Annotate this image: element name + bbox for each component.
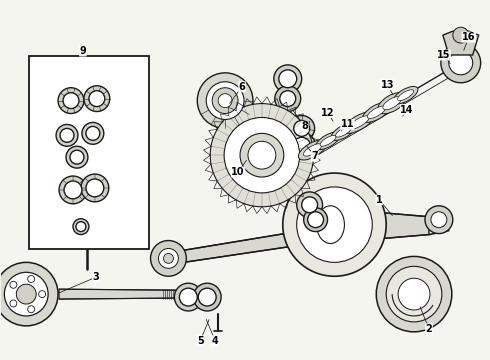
Circle shape	[210, 104, 314, 207]
Circle shape	[4, 272, 48, 316]
Ellipse shape	[349, 116, 369, 129]
Circle shape	[39, 291, 46, 298]
Ellipse shape	[383, 97, 401, 109]
Text: 9: 9	[79, 46, 86, 56]
Circle shape	[304, 208, 327, 231]
Text: 15: 15	[437, 50, 451, 60]
Circle shape	[198, 288, 216, 306]
Circle shape	[294, 121, 310, 136]
Circle shape	[386, 266, 442, 322]
Circle shape	[174, 283, 202, 311]
Ellipse shape	[336, 126, 351, 137]
Text: 2: 2	[426, 324, 432, 334]
Polygon shape	[171, 233, 291, 264]
Circle shape	[449, 51, 473, 75]
Ellipse shape	[317, 206, 344, 243]
Circle shape	[58, 88, 84, 113]
Circle shape	[279, 70, 297, 88]
Circle shape	[27, 275, 35, 283]
Circle shape	[297, 192, 322, 218]
Circle shape	[0, 262, 58, 326]
Text: 1: 1	[376, 195, 383, 205]
Circle shape	[240, 133, 284, 177]
Circle shape	[76, 222, 86, 231]
Text: 12: 12	[321, 108, 334, 117]
Text: 16: 16	[462, 32, 475, 42]
Circle shape	[16, 284, 36, 304]
Circle shape	[293, 137, 311, 155]
Ellipse shape	[320, 135, 336, 146]
Ellipse shape	[343, 112, 375, 134]
Circle shape	[84, 86, 110, 112]
Circle shape	[431, 212, 447, 228]
Text: 6: 6	[239, 82, 245, 92]
Ellipse shape	[397, 90, 414, 100]
Circle shape	[179, 288, 197, 306]
Text: 14: 14	[400, 104, 414, 114]
Circle shape	[70, 150, 84, 164]
Circle shape	[60, 129, 74, 142]
Circle shape	[376, 256, 452, 332]
Ellipse shape	[316, 132, 341, 149]
Text: 13: 13	[380, 80, 394, 90]
Circle shape	[206, 82, 244, 120]
Circle shape	[297, 187, 372, 262]
Circle shape	[158, 248, 178, 268]
Text: 8: 8	[301, 121, 308, 131]
Circle shape	[197, 73, 253, 129]
Ellipse shape	[331, 123, 356, 140]
Circle shape	[63, 93, 79, 109]
Ellipse shape	[303, 144, 321, 156]
Circle shape	[280, 91, 295, 107]
Circle shape	[212, 88, 238, 113]
Bar	[29, 56, 148, 249]
Polygon shape	[59, 289, 175, 299]
Circle shape	[27, 306, 35, 313]
Circle shape	[56, 125, 78, 146]
Circle shape	[302, 197, 318, 213]
Polygon shape	[443, 31, 479, 55]
Ellipse shape	[362, 102, 391, 122]
Text: 7: 7	[311, 151, 318, 161]
Text: 4: 4	[212, 336, 219, 346]
Circle shape	[193, 283, 221, 311]
Circle shape	[398, 278, 430, 310]
Circle shape	[59, 176, 87, 204]
Circle shape	[283, 173, 386, 276]
Circle shape	[64, 181, 82, 199]
Text: 5: 5	[197, 336, 204, 346]
Text: 3: 3	[93, 272, 99, 282]
Circle shape	[224, 117, 300, 193]
Circle shape	[274, 65, 302, 93]
Circle shape	[164, 253, 173, 264]
Circle shape	[81, 174, 109, 202]
Polygon shape	[382, 213, 429, 239]
Circle shape	[89, 91, 105, 107]
Circle shape	[73, 219, 89, 235]
Circle shape	[248, 141, 276, 169]
Circle shape	[10, 281, 17, 288]
Circle shape	[10, 300, 17, 307]
Circle shape	[86, 179, 104, 197]
Circle shape	[150, 240, 186, 276]
Circle shape	[86, 126, 100, 140]
Circle shape	[425, 206, 453, 234]
Ellipse shape	[368, 106, 386, 118]
Ellipse shape	[393, 86, 418, 104]
Text: 11: 11	[341, 120, 354, 130]
Ellipse shape	[378, 93, 406, 114]
Circle shape	[275, 86, 301, 112]
Ellipse shape	[298, 140, 327, 160]
Circle shape	[82, 122, 104, 144]
Circle shape	[453, 27, 469, 43]
Circle shape	[441, 43, 481, 83]
Text: 10: 10	[231, 167, 245, 177]
Circle shape	[218, 94, 232, 108]
Circle shape	[66, 146, 88, 168]
Circle shape	[308, 212, 323, 228]
Circle shape	[288, 132, 316, 160]
Circle shape	[289, 116, 315, 141]
